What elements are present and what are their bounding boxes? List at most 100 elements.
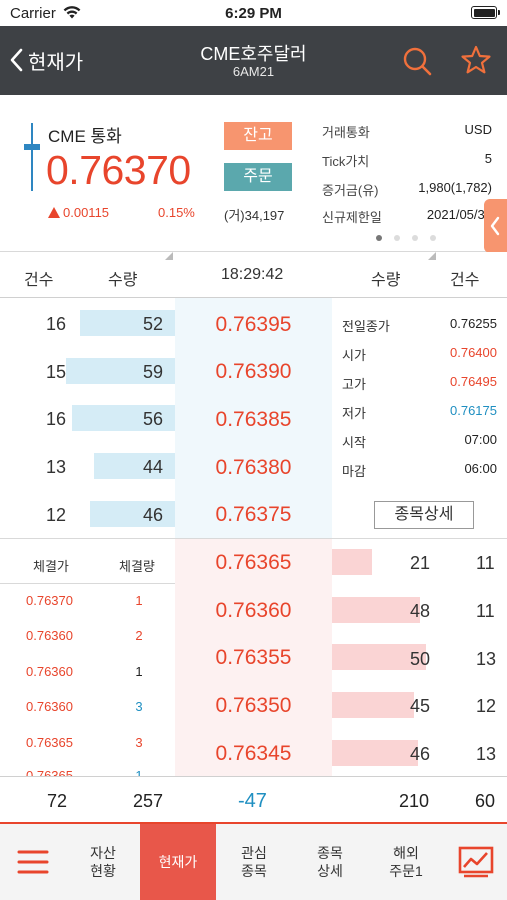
side-panel-toggle[interactable] xyxy=(484,199,507,253)
page-indicator[interactable] xyxy=(376,228,448,246)
nav-item-watchlist[interactable]: 관심 종목 xyxy=(216,824,292,900)
trade-price: 0.76365 xyxy=(26,768,73,777)
stat-value: 07:00 xyxy=(464,432,497,447)
nav-item-label: 관심 종목 xyxy=(241,845,267,879)
bid-qty-bar xyxy=(332,692,414,718)
trade-qty: 2 xyxy=(135,628,143,643)
col-qty-right: 수량 xyxy=(371,272,401,289)
trade-qty-header: 체결량 xyxy=(119,559,155,574)
stat-label: 고가 xyxy=(342,377,366,392)
hamburger-menu-icon xyxy=(17,850,49,874)
ask-qty-bar xyxy=(72,405,175,431)
price-change: 0.00115 xyxy=(48,205,109,220)
bid-count: 13 xyxy=(476,744,497,764)
nav-item-current-price[interactable]: 현재가 xyxy=(140,824,216,900)
page-subtitle: 6AM21 xyxy=(232,64,275,79)
bid-qty: 21 xyxy=(410,553,431,573)
stat-label: 시가 xyxy=(342,348,366,363)
bid-price-column xyxy=(175,539,332,777)
spec-value: 2021/05/31 xyxy=(426,207,492,222)
order-button[interactable]: 주문 xyxy=(224,163,292,191)
stat-label: 전일종가 xyxy=(342,319,390,334)
instrument-detail-button[interactable]: 종목상세 xyxy=(374,501,474,529)
orderbook-time: 18:29:42 xyxy=(221,266,284,283)
page-dot[interactable] xyxy=(394,235,400,241)
app-header: 현재가 CME호주달러 6AM21 xyxy=(0,26,507,95)
trade-price-header: 체결가 xyxy=(33,559,69,574)
bid-count: 11 xyxy=(476,553,495,573)
ask-count: 16 xyxy=(46,314,67,334)
bid-count: 12 xyxy=(476,696,497,716)
col-count-right: 건수 xyxy=(450,272,480,289)
ask-price[interactable]: 0.76380 xyxy=(215,456,292,479)
ask-qty-bar xyxy=(80,310,175,336)
bid-qty: 46 xyxy=(410,744,431,764)
bid-price[interactable]: 0.76365 xyxy=(215,551,292,574)
up-triangle-icon xyxy=(48,207,60,218)
nav-item-instrument-detail[interactable]: 종목 상세 xyxy=(292,824,368,900)
ask-count: 12 xyxy=(46,505,67,525)
ask-price[interactable]: 0.76385 xyxy=(215,408,292,431)
nav-item-label: 자산 현황 xyxy=(90,845,116,879)
chevron-left-icon xyxy=(10,48,23,72)
star-icon[interactable] xyxy=(460,45,492,75)
ask-count: 16 xyxy=(46,409,67,429)
bid-qty-bar xyxy=(332,740,418,766)
bid-price[interactable]: 0.76345 xyxy=(215,742,292,765)
trade-volume: (거)34,197 xyxy=(224,208,285,223)
ask-qty-bar xyxy=(66,358,175,384)
search-icon[interactable] xyxy=(402,46,432,76)
trade-price: 0.76360 xyxy=(26,664,73,679)
spec-label: 신규제한일 xyxy=(322,210,382,225)
nav-item-label: 종목 상세 xyxy=(317,845,343,879)
trade-price: 0.76360 xyxy=(26,628,73,643)
total-bid-qty: 210 xyxy=(399,791,430,811)
bid-qty-bar xyxy=(332,597,420,623)
trade-price: 0.76370 xyxy=(26,593,73,608)
ask-qty: 44 xyxy=(143,457,164,477)
quote-summary: CME 통화 0.76370 0.00115 0.15% 잔고 주문 (거)34… xyxy=(0,95,507,253)
bid-qty-bar xyxy=(332,644,426,670)
ask-book: 16 15 16 13 12 52 59 56 44 46 0.76395 0.… xyxy=(0,298,507,538)
nav-item-label: 해외 주문1 xyxy=(389,845,423,879)
corner-mark-icon xyxy=(428,252,436,260)
back-button[interactable]: 현재가 xyxy=(10,44,83,76)
nav-item-assets[interactable]: 자산 현황 xyxy=(66,824,140,900)
ask-price[interactable]: 0.76390 xyxy=(215,360,292,383)
stat-label: 시작 xyxy=(342,435,366,450)
bid-price[interactable]: 0.76350 xyxy=(215,694,292,717)
bid-price[interactable]: 0.76360 xyxy=(215,599,292,622)
instrument-category: CME 통화 xyxy=(48,127,122,146)
current-price: 0.76370 xyxy=(46,147,191,193)
ask-qty-bar xyxy=(90,501,175,527)
orderbook-header: 건수 수량 18:29:42 수량 건수 xyxy=(0,252,507,298)
candle-icon xyxy=(31,123,33,191)
nav-item-label: 현재가 xyxy=(158,854,198,870)
trade-qty: 1 xyxy=(135,593,143,608)
page-dot[interactable] xyxy=(412,235,418,241)
stat-value: 0.76255 xyxy=(450,316,497,331)
menu-button[interactable] xyxy=(0,824,66,900)
page-dot[interactable] xyxy=(376,235,382,241)
ask-price[interactable]: 0.76375 xyxy=(215,503,292,526)
col-qty-left: 수량 xyxy=(108,272,138,289)
spec-value: 1,980(1,782) xyxy=(418,180,492,195)
stat-value: 0.76175 xyxy=(450,403,497,418)
wifi-icon xyxy=(63,6,81,19)
nav-item-overseas-order[interactable]: 해외 주문1 xyxy=(368,824,444,900)
page-dot[interactable] xyxy=(430,235,436,241)
page-title: CME호주달러 xyxy=(200,44,307,64)
ask-count: 15 xyxy=(46,362,67,382)
carrier-label: Carrier xyxy=(10,5,56,22)
bid-count: 11 xyxy=(476,601,495,621)
ask-price-column xyxy=(175,298,332,538)
ask-price[interactable]: 0.76395 xyxy=(215,313,292,336)
total-ask-count: 72 xyxy=(47,791,68,811)
bid-qty: 48 xyxy=(410,601,431,621)
chart-button[interactable] xyxy=(444,824,507,900)
spec-label: Tick가치 xyxy=(322,154,370,169)
bid-price[interactable]: 0.76355 xyxy=(215,646,292,669)
balance-button[interactable]: 잔고 xyxy=(224,122,292,150)
bid-qty: 45 xyxy=(410,696,431,716)
total-bid-count: 60 xyxy=(475,791,496,811)
